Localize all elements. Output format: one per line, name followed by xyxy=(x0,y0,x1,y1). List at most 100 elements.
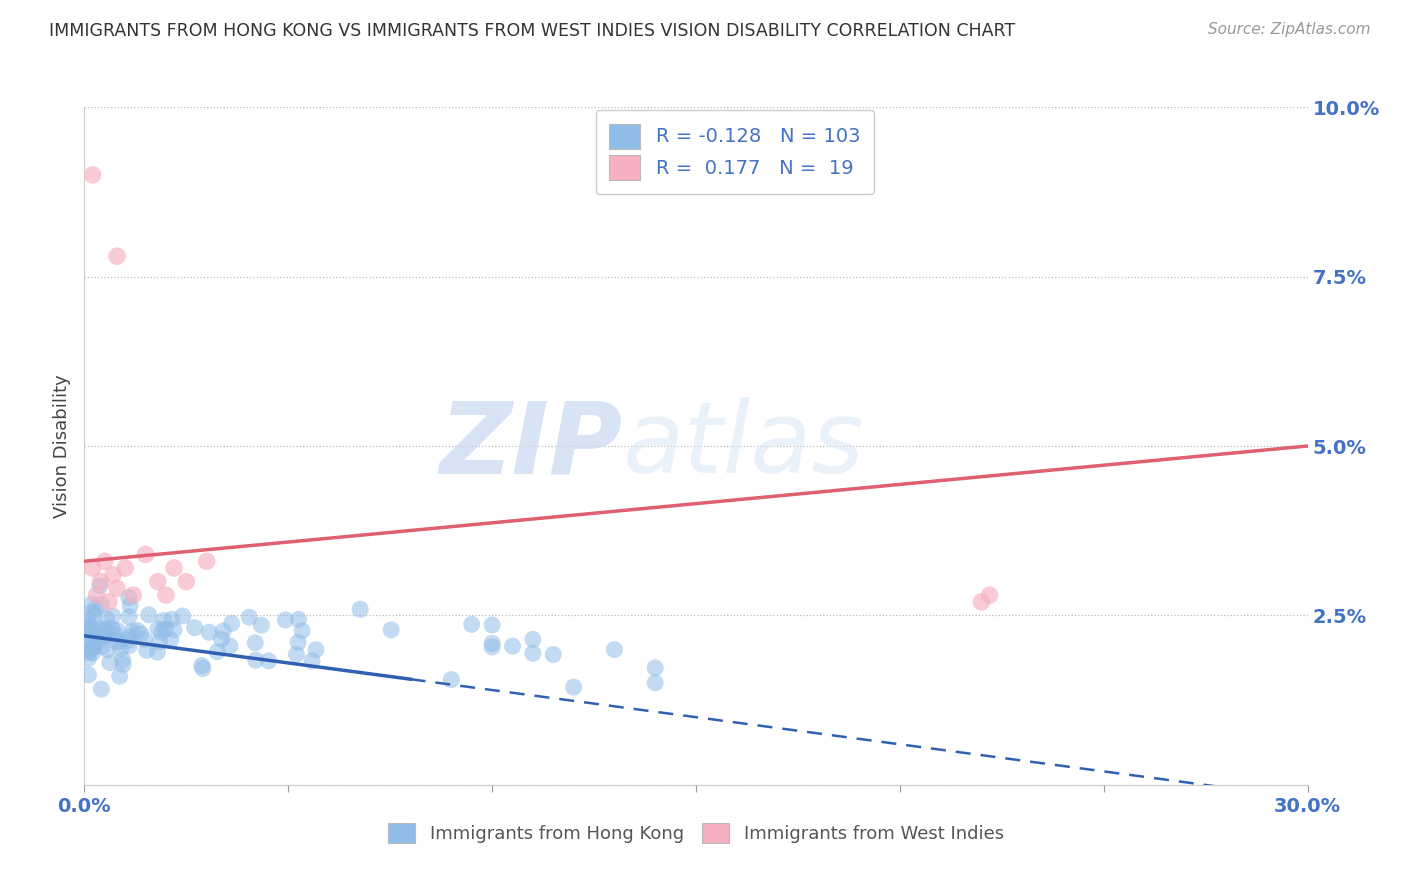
Point xyxy=(112,657,135,672)
Point xyxy=(979,588,1001,602)
Point xyxy=(174,574,197,589)
Point xyxy=(80,606,103,620)
Point xyxy=(238,610,260,624)
Point xyxy=(82,561,104,575)
Point xyxy=(86,588,108,602)
Point xyxy=(105,624,128,638)
Point xyxy=(127,624,149,638)
Point xyxy=(502,639,524,653)
Point xyxy=(121,624,143,639)
Point xyxy=(221,616,243,631)
Point xyxy=(129,627,152,641)
Point xyxy=(149,635,172,649)
Point xyxy=(205,645,228,659)
Point xyxy=(94,623,117,637)
Point xyxy=(218,639,240,653)
Point xyxy=(257,654,280,668)
Point xyxy=(245,653,267,667)
Point xyxy=(101,609,124,624)
Point xyxy=(183,621,205,635)
Point xyxy=(250,618,273,632)
Point xyxy=(77,645,100,659)
Point xyxy=(191,661,214,675)
Point xyxy=(287,635,309,649)
Point xyxy=(118,591,141,605)
Point xyxy=(380,623,402,637)
Point xyxy=(110,642,132,657)
Point xyxy=(84,627,107,641)
Text: IMMIGRANTS FROM HONG KONG VS IMMIGRANTS FROM WEST INDIES VISION DISABILITY CORRE: IMMIGRANTS FROM HONG KONG VS IMMIGRANTS … xyxy=(49,22,1015,40)
Point xyxy=(83,608,105,623)
Point xyxy=(522,646,544,660)
Point xyxy=(98,656,121,670)
Point xyxy=(80,597,103,611)
Point xyxy=(101,622,124,636)
Point xyxy=(146,574,169,589)
Point xyxy=(212,624,235,639)
Point xyxy=(91,622,114,636)
Point xyxy=(77,613,100,627)
Point xyxy=(155,622,177,636)
Point xyxy=(211,632,233,646)
Point xyxy=(150,625,173,640)
Point xyxy=(118,610,141,624)
Point xyxy=(97,627,120,641)
Point xyxy=(101,567,124,582)
Point xyxy=(138,607,160,622)
Point xyxy=(305,642,328,657)
Point xyxy=(155,588,177,602)
Point xyxy=(160,612,183,626)
Point xyxy=(84,630,107,644)
Point xyxy=(91,640,114,654)
Point xyxy=(82,168,104,182)
Point xyxy=(291,624,314,638)
Point xyxy=(97,595,120,609)
Point xyxy=(117,633,139,648)
Point xyxy=(118,639,141,653)
Point xyxy=(120,599,142,613)
Point xyxy=(543,648,565,662)
Point xyxy=(79,618,101,632)
Text: Source: ZipAtlas.com: Source: ZipAtlas.com xyxy=(1208,22,1371,37)
Point xyxy=(301,654,323,668)
Point xyxy=(87,623,110,637)
Text: atlas: atlas xyxy=(623,398,865,494)
Point xyxy=(163,623,186,637)
Point xyxy=(287,612,309,626)
Point xyxy=(110,633,132,648)
Point xyxy=(93,554,115,568)
Point xyxy=(198,625,221,640)
Point xyxy=(163,561,186,575)
Point xyxy=(83,640,105,654)
Point xyxy=(644,675,666,690)
Point xyxy=(82,646,104,660)
Y-axis label: Vision Disability: Vision Disability xyxy=(53,374,72,518)
Point xyxy=(77,651,100,665)
Point xyxy=(90,598,112,612)
Text: ZIP: ZIP xyxy=(440,398,623,494)
Point xyxy=(77,622,100,636)
Point xyxy=(90,574,112,589)
Point xyxy=(77,637,100,651)
Point xyxy=(195,554,218,568)
Point xyxy=(146,622,169,636)
Point xyxy=(191,658,214,673)
Point xyxy=(970,595,993,609)
Point xyxy=(83,630,105,644)
Point xyxy=(89,579,111,593)
Point xyxy=(135,643,157,657)
Point xyxy=(159,632,181,647)
Point xyxy=(83,637,105,651)
Point xyxy=(644,661,666,675)
Point xyxy=(77,668,100,682)
Point xyxy=(481,618,503,632)
Point xyxy=(120,630,142,644)
Point xyxy=(285,648,308,662)
Point xyxy=(122,588,145,602)
Point xyxy=(90,682,112,697)
Point xyxy=(245,636,267,650)
Point xyxy=(93,629,115,643)
Point xyxy=(80,643,103,657)
Point xyxy=(77,624,100,638)
Point xyxy=(522,632,544,647)
